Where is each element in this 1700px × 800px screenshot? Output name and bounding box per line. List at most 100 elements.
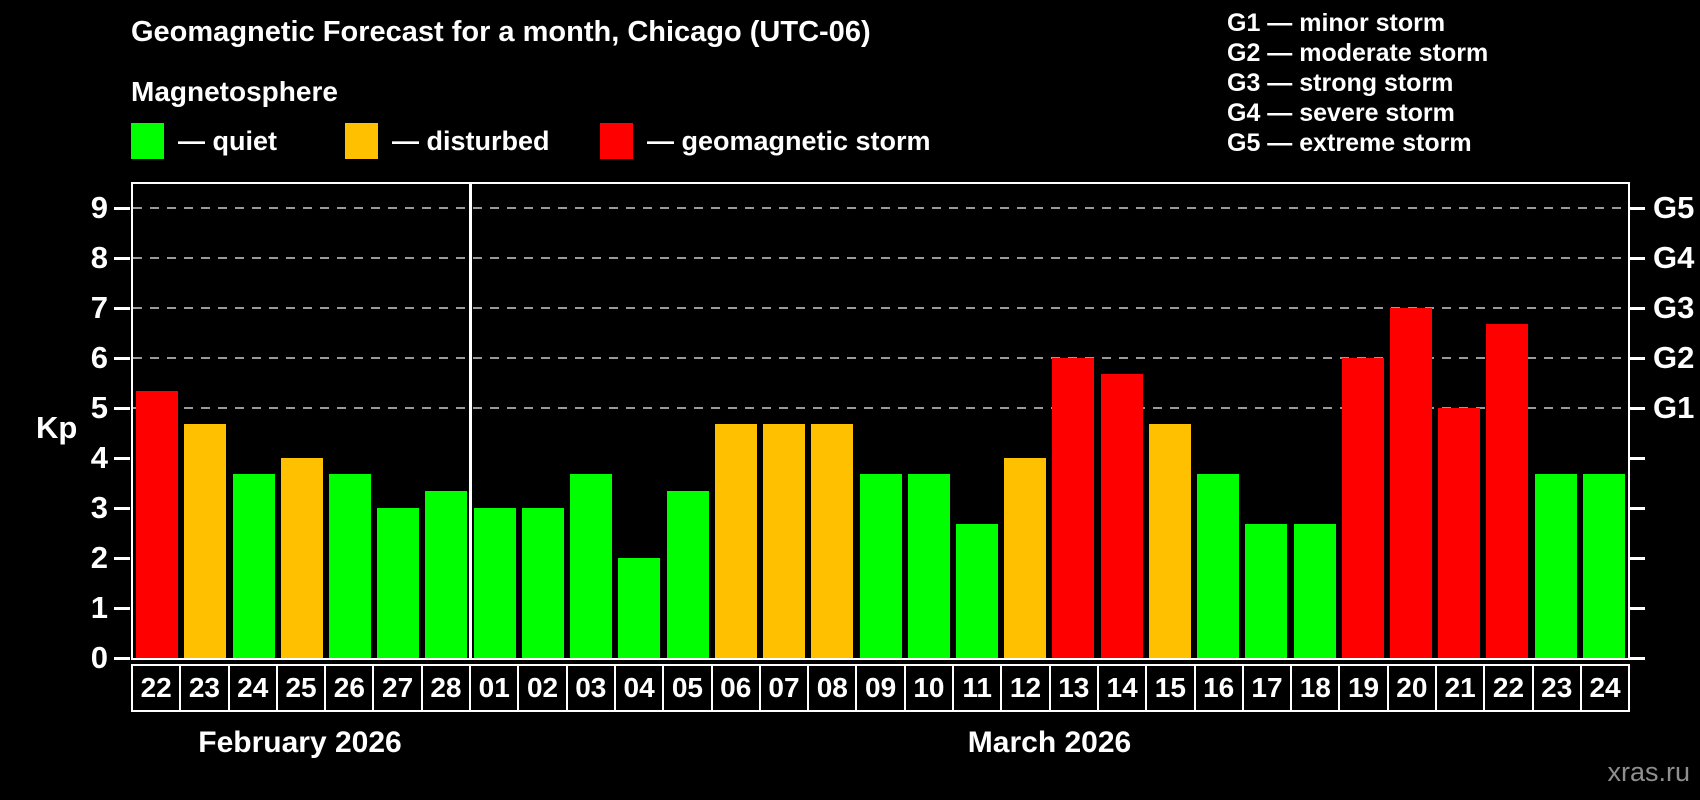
date-box-mar-11: 11 <box>952 664 1003 712</box>
legend-item-label: — quiet <box>178 125 277 156</box>
date-box-mar-05: 05 <box>662 664 713 712</box>
gridline-kp7 <box>133 307 1628 309</box>
y-tick-label-7: 7 <box>90 290 108 325</box>
date-box-mar-12: 12 <box>1000 664 1051 712</box>
date-box-mar-20: 20 <box>1386 664 1438 712</box>
month-label-february: February 2026 <box>198 726 402 759</box>
chart-subtitle: Magnetosphere <box>131 76 338 107</box>
kp-bar-11 <box>955 524 998 658</box>
date-box-feb-24: 24 <box>227 664 278 712</box>
kp-bar-24 <box>1582 474 1625 658</box>
kp-bar-10 <box>907 474 950 658</box>
kp-bar-19 <box>1341 358 1384 658</box>
y-tick-right-9 <box>1629 206 1645 210</box>
date-box-mar-02: 02 <box>517 664 568 712</box>
legend-item-storm: — geomagnetic storm <box>600 122 931 160</box>
date-box-feb-27: 27 <box>372 664 423 712</box>
y-tick-left-1 <box>114 606 130 610</box>
date-box-mar-01: 01 <box>469 664 520 712</box>
date-box-mar-19: 19 <box>1338 664 1389 712</box>
kp-bar-18 <box>1293 524 1336 658</box>
g-level-label-G3: G3 <box>1653 290 1695 325</box>
date-box-feb-25: 25 <box>275 664 327 712</box>
legend-item-disturbed: — disturbed <box>345 122 550 160</box>
date-box-mar-24: 24 <box>1579 664 1631 712</box>
y-tick-left-4 <box>114 456 130 460</box>
y-tick-left-6 <box>114 356 130 360</box>
date-box-mar-03: 03 <box>565 664 616 712</box>
y-tick-right-0 <box>1629 656 1645 660</box>
y-tick-label-8: 8 <box>90 240 108 275</box>
date-box-mar-15: 15 <box>1145 664 1196 712</box>
kp-bar-13 <box>1052 358 1095 658</box>
date-box-mar-22: 22 <box>1483 664 1534 712</box>
date-box-mar-18: 18 <box>1290 664 1341 712</box>
date-box-mar-06: 06 <box>710 664 761 712</box>
y-tick-right-3 <box>1629 506 1645 510</box>
kp-bar-03 <box>570 474 613 658</box>
kp-bar-05 <box>666 491 709 658</box>
date-box-mar-04: 04 <box>613 664 665 712</box>
storm-swatch-icon <box>600 123 633 159</box>
y-axis-label: Kp <box>36 410 78 445</box>
g-level-label-G2: G2 <box>1653 340 1695 375</box>
date-box-mar-07: 07 <box>758 664 810 712</box>
date-box-mar-08: 08 <box>807 664 858 712</box>
kp-bar-15 <box>1148 424 1191 658</box>
disturbed-swatch-icon <box>345 123 378 159</box>
kp-bar-25 <box>280 458 323 658</box>
gridline-kp9 <box>133 207 1628 209</box>
kp-bar-22 <box>1486 324 1529 658</box>
y-tick-label-9: 9 <box>90 190 108 225</box>
date-box-mar-09: 09 <box>855 664 906 712</box>
kp-bar-06 <box>714 424 757 658</box>
gridline-kp8 <box>133 257 1628 259</box>
date-box-feb-22: 22 <box>131 664 182 712</box>
y-tick-label-2: 2 <box>90 540 108 575</box>
y-tick-label-0: 0 <box>90 640 108 675</box>
gscale-line-5: G5 — extreme storm <box>1227 129 1472 157</box>
kp-bar-23 <box>184 424 227 658</box>
y-tick-left-8 <box>114 256 130 260</box>
date-box-feb-26: 26 <box>324 664 375 712</box>
date-box-feb-28: 28 <box>420 664 472 712</box>
gscale-legend: G1 — minor storm G2 — moderate storm G3 — … <box>1227 8 1488 158</box>
kp-bar-20 <box>1389 308 1432 658</box>
y-tick-label-1: 1 <box>90 590 108 625</box>
kp-bar-04 <box>618 558 661 658</box>
kp-bar-26 <box>329 474 372 658</box>
kp-bar-27 <box>377 508 420 658</box>
date-axis: 22 23 24 25 26 27 28 01 02 03 04 05 06 07 08 09 10 11 12 13… <box>131 664 1631 712</box>
gridline-kp5 <box>133 407 1628 409</box>
g-level-label-G4: G4 <box>1653 240 1695 275</box>
legend-item-quiet: — quiet <box>131 122 277 160</box>
plot-area <box>131 182 1630 660</box>
gscale-line-1: G1 — minor storm <box>1227 9 1446 37</box>
y-tick-left-3 <box>114 506 130 510</box>
month-divider <box>469 184 473 658</box>
kp-bar-17 <box>1245 524 1288 658</box>
kp-bar-23 <box>1534 474 1577 658</box>
gscale-line-4: G4 — severe storm <box>1227 99 1455 127</box>
legend-item-label: — disturbed <box>392 125 550 156</box>
g-level-label-G1: G1 <box>1653 390 1695 425</box>
y-tick-right-4 <box>1629 456 1645 460</box>
date-box-mar-16: 16 <box>1193 664 1244 712</box>
gridline-kp6 <box>133 357 1628 359</box>
date-box-feb-23: 23 <box>179 664 230 712</box>
watermark: xras.ru <box>1607 757 1690 787</box>
y-tick-label-5: 5 <box>90 390 108 425</box>
gscale-line-2: G2 — moderate storm <box>1227 39 1489 67</box>
y-tick-left-9 <box>114 206 130 210</box>
y-tick-right-5 <box>1629 406 1645 410</box>
gscale-line-3: G3 — strong storm <box>1227 69 1454 97</box>
kp-bar-22 <box>136 391 179 658</box>
date-box-mar-14: 14 <box>1096 664 1148 712</box>
kp-bar-07 <box>763 424 806 658</box>
kp-bar-21 <box>1438 408 1481 658</box>
y-tick-right-6 <box>1629 356 1645 360</box>
chart-title: Geomagnetic Forecast for a month, Chicag… <box>131 16 871 48</box>
quiet-swatch-icon <box>131 123 164 159</box>
legend-item-label: — geomagnetic storm <box>647 125 931 156</box>
